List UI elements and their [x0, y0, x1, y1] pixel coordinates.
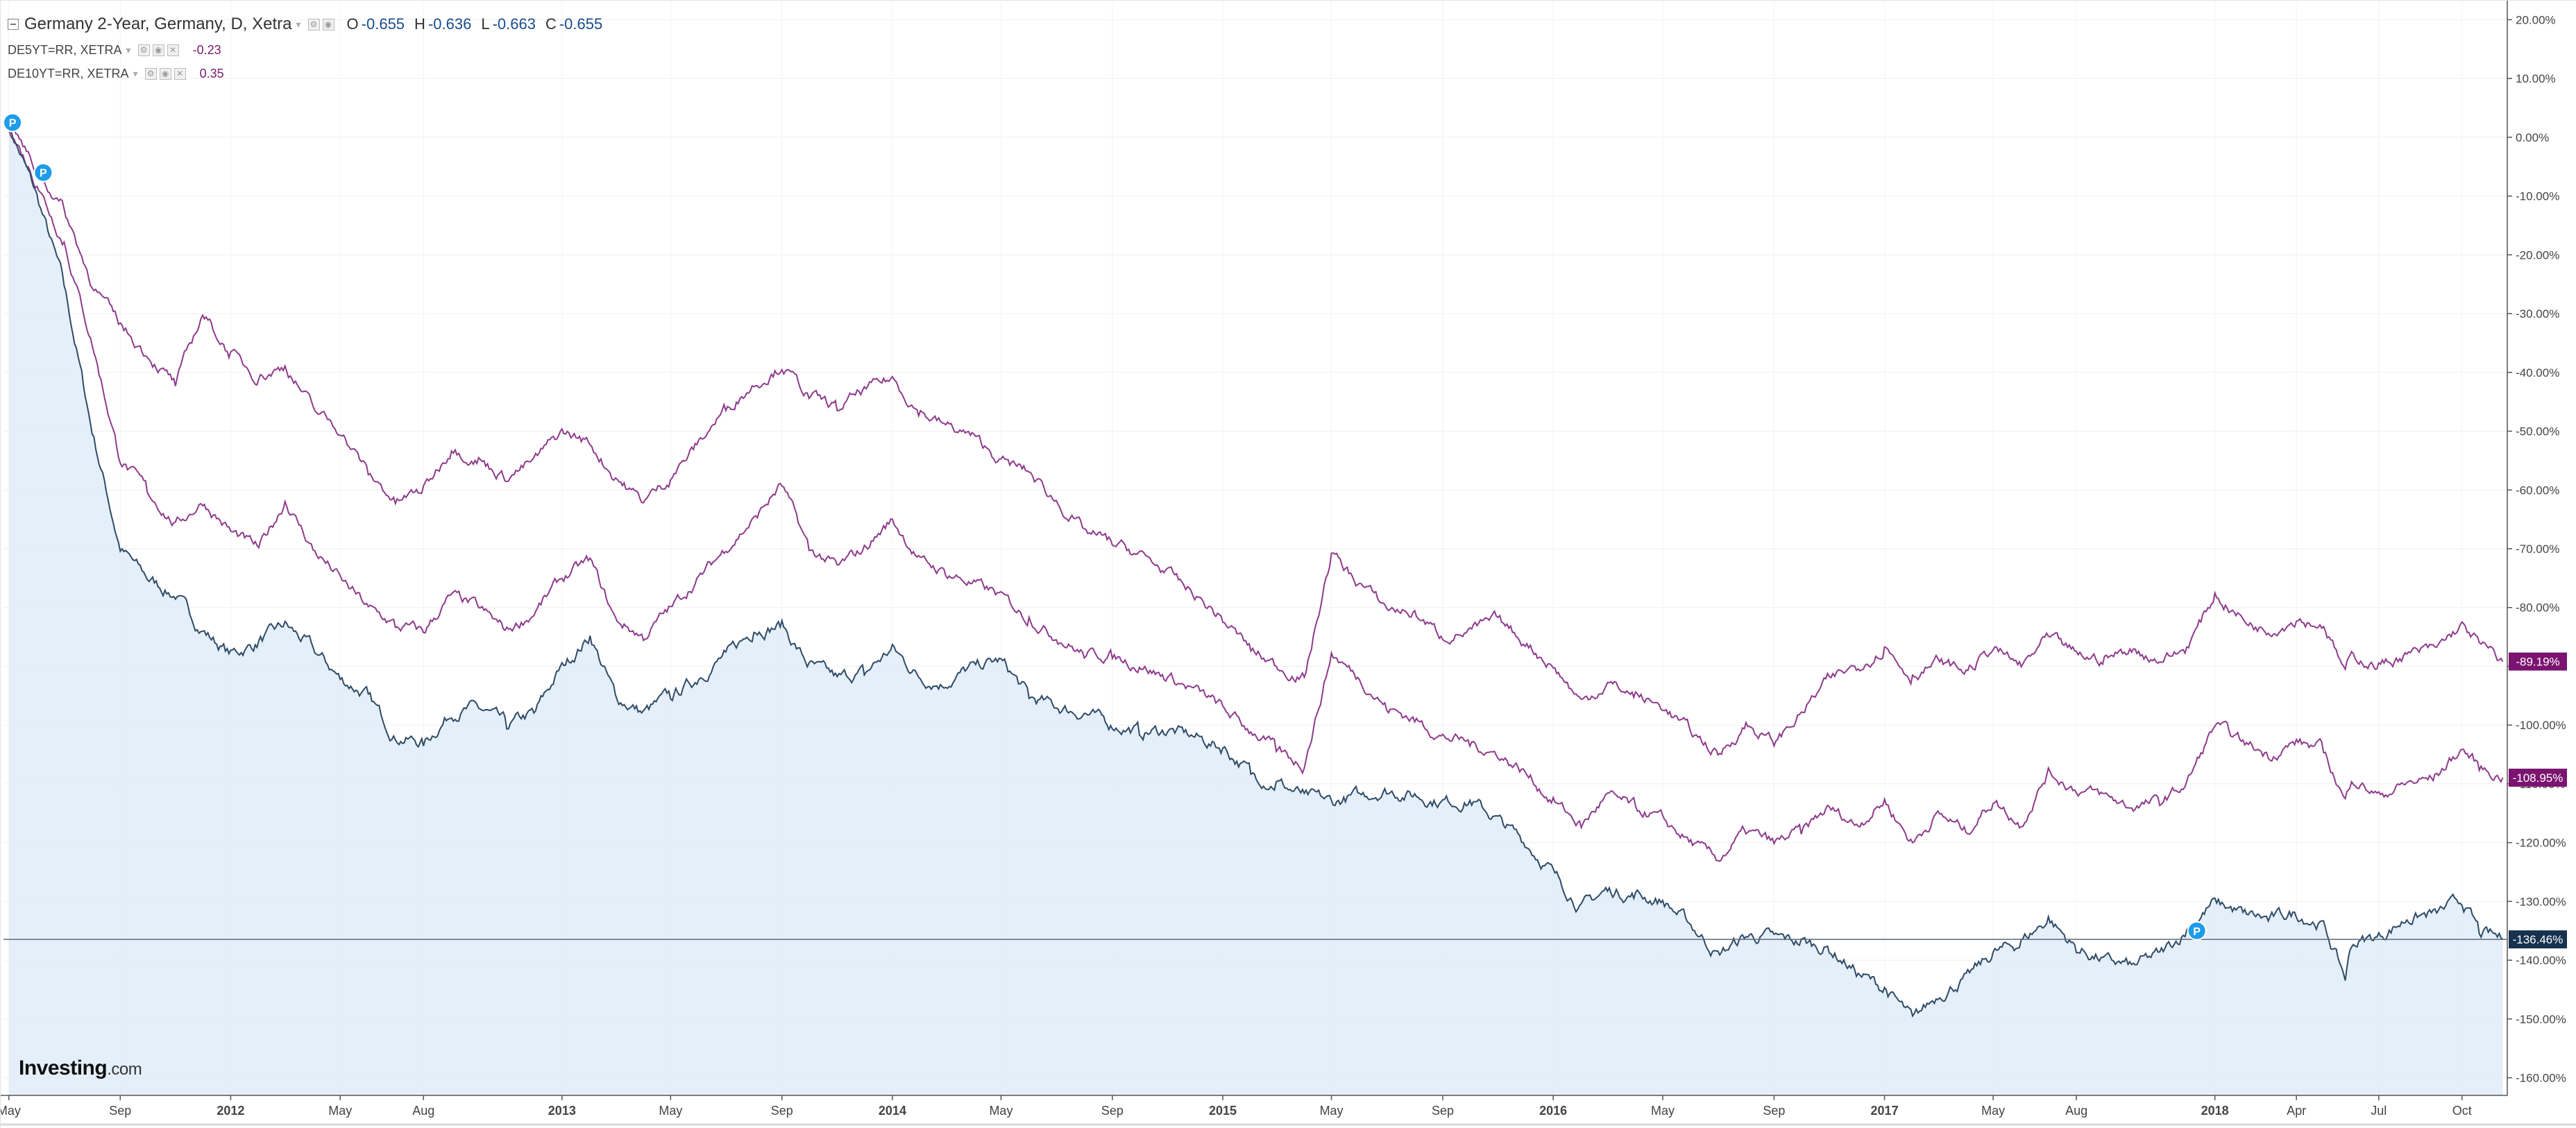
- settings-icon[interactable]: ⚙: [144, 67, 157, 80]
- x-tick-label: Sep: [1432, 1104, 1454, 1118]
- marker-circle: [3, 112, 23, 133]
- close-label: C: [545, 15, 557, 33]
- last-value-badge: [2509, 769, 2567, 787]
- marker-label: P: [40, 168, 47, 180]
- series-group: [8, 117, 2504, 1096]
- settings-icon[interactable]: ⚙: [137, 44, 150, 56]
- marker-circle: [2187, 921, 2207, 941]
- x-tick-label: Aug: [412, 1104, 434, 1118]
- last-value-badge: [2509, 652, 2567, 671]
- marker-label: P: [9, 118, 17, 130]
- visibility-icon[interactable]: ◉: [159, 67, 171, 80]
- legend-de10y-value: 0.35: [199, 66, 224, 80]
- series-line: [8, 128, 2504, 1018]
- legend-main-title: Germany 2-Year, Germany, D, Xetra: [24, 15, 292, 33]
- event-marker-icon[interactable]: P: [33, 162, 53, 182]
- x-axis-background: [1, 1095, 2576, 1128]
- x-tick-label: 2014: [879, 1104, 906, 1118]
- visibility-icon[interactable]: ◉: [152, 44, 164, 56]
- chart-legend: Germany 2-Year, Germany, D, Xetra ▾ ⚙ ◉ …: [8, 10, 602, 85]
- y-tick-label: -150.00%: [2516, 1013, 2566, 1026]
- y-tick-label: -20.00%: [2516, 248, 2559, 262]
- investing-logo: Investing.com: [19, 1057, 142, 1080]
- last-value-badge-label: -136.46%: [2513, 933, 2564, 946]
- y-tick-label: -120.00%: [2516, 837, 2566, 850]
- series-area-fill: [8, 129, 2503, 1096]
- legend-series-de10y: DE10YT=RR, XETRA ▾ ⚙ ◉ ✕ 0.35: [8, 62, 602, 85]
- legend-de5y-name: DE5YT=RR, XETRA: [8, 42, 122, 57]
- x-tick-label: 2018: [2201, 1104, 2229, 1118]
- high-label: H: [414, 15, 425, 33]
- close-icon[interactable]: ✕: [173, 67, 186, 80]
- y-tick-label: -70.00%: [2516, 542, 2559, 556]
- marker-circle: [33, 162, 53, 182]
- legend-de10y-name: DE10YT=RR, XETRA: [8, 66, 129, 80]
- last-value-badge-label: -89.19%: [2516, 656, 2559, 669]
- settings-icon[interactable]: ⚙: [307, 18, 320, 31]
- chevron-down-icon[interactable]: ▾: [296, 18, 301, 30]
- x-tick-label: Sep: [1763, 1104, 1785, 1118]
- close-icon[interactable]: ✕: [167, 44, 179, 56]
- legend-de5y-value: -0.23: [192, 42, 221, 57]
- y-tick-label: -130.00%: [2516, 895, 2566, 908]
- y-tick-label: -80.00%: [2516, 601, 2559, 615]
- marker-label: P: [2193, 926, 2201, 938]
- x-tick-label: May: [1, 1104, 21, 1118]
- x-tick-label: May: [1651, 1104, 1675, 1118]
- legend-series-de5y: DE5YT=RR, XETRA ▾ ⚙ ◉ ✕ -0.23: [8, 38, 602, 62]
- logo-suffix: .com: [107, 1060, 142, 1079]
- low-label: L: [481, 15, 490, 33]
- visibility-icon[interactable]: ◉: [322, 18, 334, 31]
- last-value-badge-label: -108.95%: [2513, 771, 2564, 785]
- x-tick-label: 2013: [548, 1104, 576, 1118]
- collapse-icon[interactable]: [8, 19, 19, 30]
- high-value: -0.636: [427, 15, 472, 33]
- y-tick-label: 20.00%: [2516, 13, 2556, 26]
- close-value: -0.655: [559, 15, 603, 33]
- x-tick-label: Jul: [2371, 1104, 2387, 1118]
- x-tick-label: Sep: [109, 1104, 131, 1118]
- y-tick-label: -50.00%: [2516, 425, 2559, 438]
- x-tick-label: Apr: [2287, 1104, 2306, 1118]
- x-tick-label: Oct: [2452, 1104, 2472, 1118]
- chevron-down-icon[interactable]: ▾: [133, 67, 138, 79]
- x-tick-label: May: [989, 1104, 1012, 1118]
- open-value: -0.655: [361, 15, 405, 33]
- y-tick-label: 0.00%: [2516, 131, 2549, 144]
- series-line: [8, 117, 2504, 756]
- event-marker-icon[interactable]: P: [2187, 921, 2207, 941]
- x-tick-label: 2016: [1539, 1104, 1567, 1118]
- event-marker-icon[interactable]: P: [3, 112, 23, 133]
- x-tick-label: May: [1981, 1104, 2005, 1118]
- x-tick-label: Sep: [771, 1104, 793, 1118]
- open-label: O: [346, 15, 359, 33]
- x-tick-label: May: [1320, 1104, 1344, 1118]
- y-tick-label: -40.00%: [2516, 366, 2559, 379]
- y-tick-label: -10.00%: [2516, 190, 2559, 203]
- x-tick-label: Sep: [1101, 1104, 1124, 1118]
- y-tick-label: -60.00%: [2516, 484, 2559, 497]
- x-tick-label: May: [659, 1104, 682, 1118]
- last-value-badge: [2509, 930, 2567, 949]
- series-line: [8, 129, 2504, 862]
- x-tick-label: May: [328, 1104, 352, 1118]
- y-tick-label: -140.00%: [2516, 954, 2566, 967]
- low-value: -0.663: [492, 15, 536, 33]
- x-tick-label: 2012: [217, 1104, 244, 1118]
- x-tick-label: 2015: [1209, 1104, 1237, 1118]
- y-tick-label: -30.00%: [2516, 307, 2559, 321]
- chevron-down-icon[interactable]: ▾: [126, 44, 131, 55]
- legend-main-row: Germany 2-Year, Germany, D, Xetra ▾ ⚙ ◉ …: [8, 10, 602, 38]
- y-tick-label: -100.00%: [2516, 719, 2566, 732]
- x-tick-label: Aug: [2065, 1104, 2087, 1118]
- x-tick-label: 2017: [1871, 1104, 1899, 1118]
- y-tick-label: 10.00%: [2516, 72, 2556, 85]
- logo-brand: Investing: [19, 1057, 108, 1079]
- y-tick-label: -160.00%: [2516, 1072, 2566, 1085]
